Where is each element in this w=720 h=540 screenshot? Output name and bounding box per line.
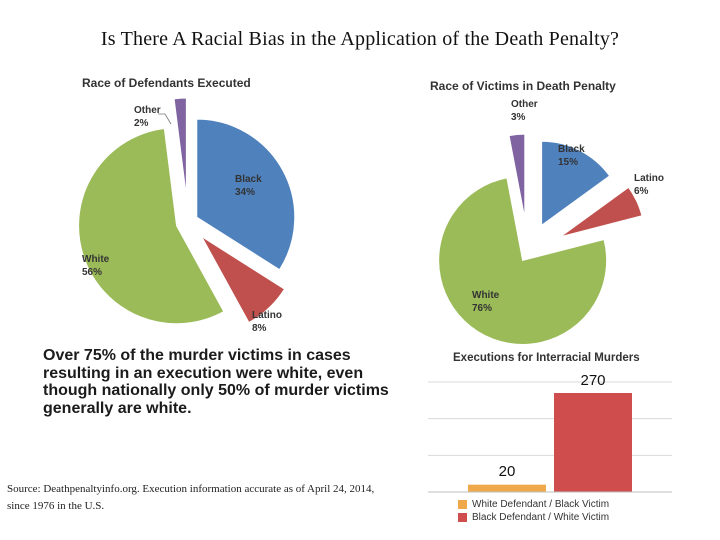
bar-value-label: 20 [499,463,516,480]
headline-text: Over 75% of the murder victims in cases … [43,347,389,417]
legend-item-white-defendant: White Defendant / Black Victim [458,498,609,511]
pie-label-latino: Latino [634,173,664,184]
legend-label: Black Defendant / White Victim [472,512,610,523]
legend-swatch [458,513,467,522]
source-note: Source: Deathpenaltyinfo.org. Execution … [7,483,375,512]
pie-value-other: 3% [511,112,526,123]
legend-label: White Defendant / Black Victim [472,499,610,510]
pie-value-latino: 6% [634,186,649,197]
pie-slice-latino [201,236,286,324]
pie-slice-latino [560,186,643,238]
interracial-chart-title: Executions for Interracial Murders [453,352,640,364]
pie-value-white: 76% [472,303,492,314]
legend-item-black-defendant: Black Defendant / White Victim [458,511,609,524]
leader-line [158,113,172,125]
defendants-chart-title: Race of Defendants Executed [82,76,251,90]
bar-legend: White Defendant / Black Victim Black Def… [458,498,609,524]
pie-slice-white [438,177,608,345]
pie-slice-other [173,97,187,197]
slide-title: Is There A Racial Bias in the Applicatio… [100,28,620,50]
bar-black-defendant-white-victim [554,393,632,492]
pie-slice-black [196,118,296,271]
pie-value-white: 56% [82,267,102,278]
pie-slice-white [78,127,225,325]
bar-white-defendant-black-victim [468,484,546,492]
bar-value-label: 270 [580,372,605,389]
pie-label-black: Black [558,144,585,155]
pie-label-latino: Latino [252,310,282,321]
pie-label-other: Other [511,99,538,110]
pie-slice-black [541,140,611,227]
pie-label-other: Other [134,105,161,116]
pie-value-other: 2% [134,118,149,129]
pie-value-black: 34% [235,187,255,198]
pie-slice-other [508,133,526,219]
victims-chart-title: Race of Victims in Death Penalty [430,79,616,93]
pie-label-black: Black [235,174,262,185]
pie-label-white: White [472,290,500,301]
legend-swatch [458,500,467,509]
pie-label-white: White [82,254,110,265]
pie-value-black: 15% [558,157,578,168]
pie-value-latino: 8% [252,323,267,334]
